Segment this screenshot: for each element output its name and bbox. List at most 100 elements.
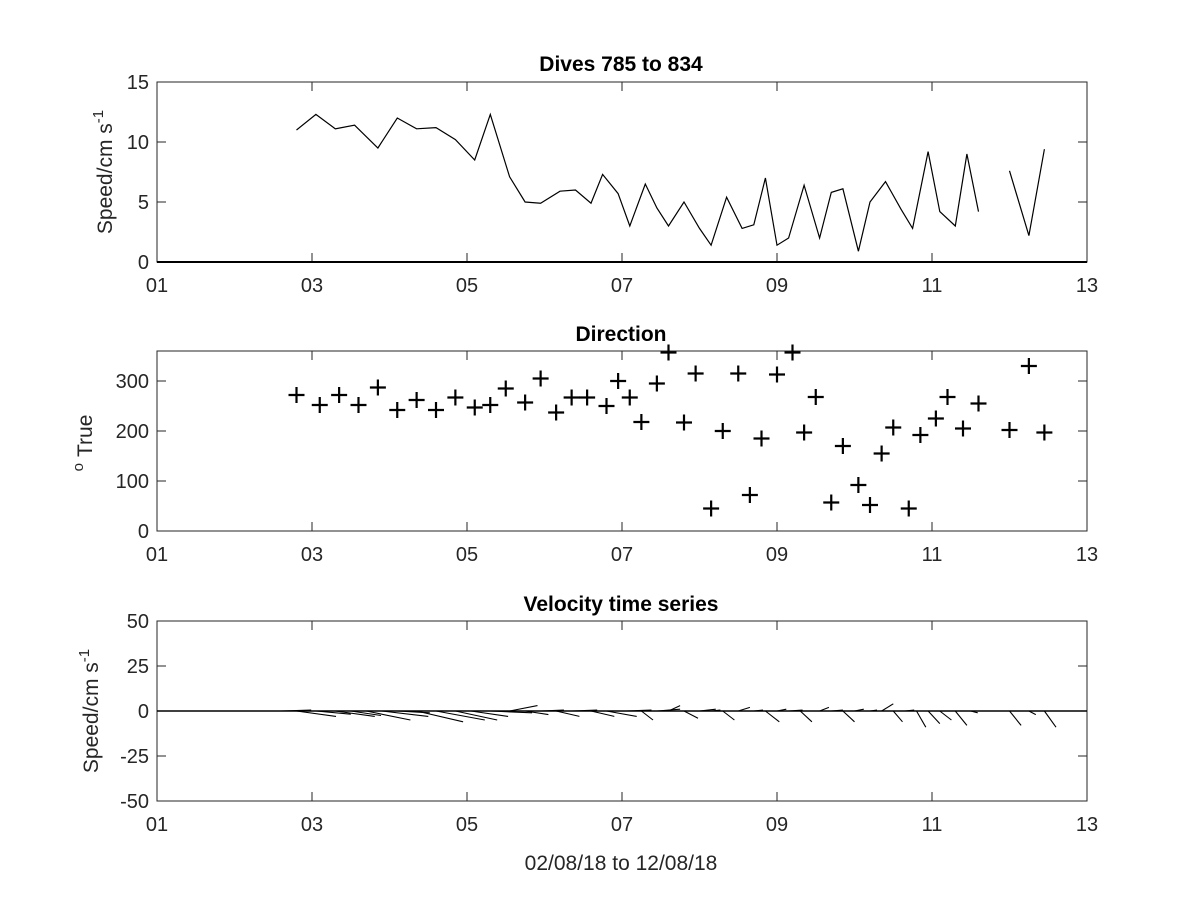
direction-point: [862, 497, 878, 513]
direction-point: [532, 370, 549, 387]
direction-point: [621, 389, 638, 406]
y-tick-label: -25: [120, 746, 149, 768]
direction-point: [900, 500, 917, 517]
velocity-vector: [1043, 710, 1057, 728]
direction-point: [598, 398, 615, 414]
x-tick-label: 13: [1076, 814, 1098, 836]
direction-point: [912, 427, 929, 443]
y-tick-label: 300: [116, 371, 149, 393]
y-tick-label: -50: [120, 791, 149, 813]
y-tick-label: 0: [138, 701, 149, 723]
direction-point: [311, 397, 328, 413]
velocity-vector: [753, 709, 764, 712]
direction-point: [648, 375, 665, 392]
velocity-vector: [350, 710, 382, 717]
velocity-vector: [571, 709, 598, 712]
velocity-vector: [335, 710, 375, 717]
y-tick-label: 50: [127, 611, 149, 633]
direction-point: [784, 344, 801, 361]
x-tick-label: 11: [922, 275, 943, 297]
direction-point: [331, 387, 348, 403]
velocity-vector: [525, 710, 549, 716]
velocity-vector: [606, 710, 637, 717]
x-tick-label: 05: [456, 275, 478, 297]
direction-point: [447, 389, 464, 406]
direction-point: [970, 395, 987, 412]
velocity-vector: [738, 706, 751, 712]
velocity-panel-title: Velocity time series: [524, 593, 719, 616]
velocity-vector: [683, 710, 699, 719]
velocity-vector: [711, 709, 721, 712]
speed-panel-title: Dives 785 to 834: [539, 53, 703, 76]
velocity-vector: [416, 710, 464, 723]
velocity-vector: [435, 710, 485, 721]
velocity-vector: [296, 710, 337, 717]
y-tick-label: 0: [138, 252, 149, 274]
direction-point: [687, 365, 704, 382]
velocity-vector: [625, 709, 652, 712]
direction-point: [873, 445, 890, 462]
direction-point: [563, 389, 580, 406]
direction-point: [288, 387, 305, 403]
x-tick-label: 03: [301, 544, 323, 566]
direction-point: [676, 414, 692, 431]
x-tick-label: 09: [766, 275, 788, 297]
direction-point: [350, 397, 367, 413]
speed-series-line: [1008, 149, 1045, 236]
velocity-vector: [854, 708, 864, 712]
direction-point: [753, 430, 770, 447]
velocity-vector: [470, 710, 509, 717]
direction-point: [482, 397, 499, 413]
velocity-vector: [819, 706, 830, 712]
direction-point: [517, 394, 534, 411]
velocity-vector: [831, 709, 843, 712]
direction-point: [741, 487, 758, 503]
x-tick-label: 03: [301, 275, 323, 297]
x-tick-label: 03: [301, 814, 323, 836]
x-tick-label: 05: [456, 814, 478, 836]
x-tick-label: 09: [766, 544, 788, 566]
y-tick-label: 200: [116, 421, 149, 443]
x-tick-label: 05: [456, 544, 478, 566]
velocity-vector: [904, 709, 915, 712]
y-tick-label: 0: [138, 521, 149, 543]
velocity-vector: [892, 710, 903, 723]
velocity-vector: [381, 710, 429, 717]
velocity-vector: [540, 709, 564, 712]
velocity-vector: [590, 710, 615, 717]
velocity-vector: [315, 710, 351, 715]
direction-panel: Direction oTrue 01 03 05 07 09 11 13 0 100 200 300: [70, 323, 1098, 566]
direction-point: [389, 402, 406, 418]
y-tick-label: 25: [127, 656, 149, 678]
velocity-vector: [699, 708, 716, 712]
x-tick-label: 13: [1076, 275, 1098, 297]
velocity-vector: [869, 709, 878, 712]
direction-point: [769, 366, 785, 383]
direction-point: [660, 344, 677, 361]
direction-point: [369, 379, 386, 396]
speed-series-line: [296, 112, 980, 252]
velocity-vector: [280, 709, 312, 712]
x-tick-label: 01: [146, 814, 168, 836]
velocity-vector: [722, 710, 735, 721]
direction-panel-ylabel: oTrue: [70, 415, 97, 472]
velocity-vector: [970, 710, 978, 714]
velocity-vector: [656, 708, 681, 712]
direction-point: [834, 438, 851, 454]
x-tick-label: 07: [611, 544, 633, 566]
velocity-vector: [788, 709, 803, 712]
x-tick-label: 01: [146, 275, 168, 297]
direction-point: [703, 500, 720, 517]
x-tick-label: 07: [611, 814, 633, 836]
velocity-panel-ylabel: Speed/cm s-1: [76, 649, 103, 773]
velocity-panel: Velocity time series Speed/cm s-1 01 03 05…: [76, 593, 1098, 836]
velocity-vector: [641, 710, 654, 721]
direction-point: [408, 392, 425, 408]
velocity-vector: [765, 710, 780, 723]
direction-point: [823, 494, 840, 511]
y-tick-label: 15: [127, 72, 149, 94]
direction-point: [579, 389, 596, 406]
y-tick-label: 10: [127, 132, 149, 154]
direction-point: [633, 414, 650, 430]
velocity-vector: [954, 710, 968, 726]
